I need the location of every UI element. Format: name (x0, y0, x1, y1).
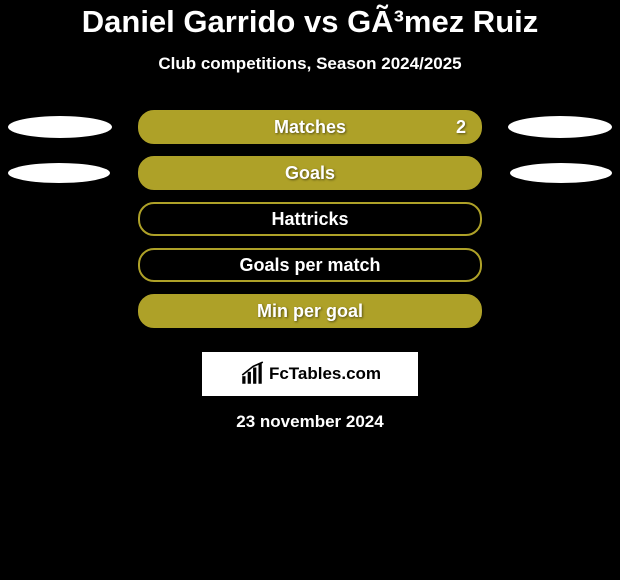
stat-label: Hattricks (271, 209, 348, 230)
stat-bar: Min per goal (138, 294, 482, 328)
right-ellipse (510, 163, 612, 183)
stat-label: Goals (285, 163, 335, 184)
date-text: 23 november 2024 (0, 412, 620, 432)
left-ellipse (8, 116, 112, 138)
stat-bar: Matches 2 (138, 110, 482, 144)
stat-value-right: 2 (456, 117, 466, 138)
stat-row-hattricks: Hattricks (0, 196, 620, 242)
stat-row-goals: Goals (0, 150, 620, 196)
right-ellipse (508, 116, 612, 138)
stat-label: Goals per match (239, 255, 380, 276)
logo-text: FcTables.com (269, 364, 381, 384)
stat-bar: Hattricks (138, 202, 482, 236)
stat-row-goals-per-match: Goals per match (0, 242, 620, 288)
left-ellipse (8, 163, 110, 183)
stat-rows: Matches 2 Goals Hattricks (0, 104, 620, 334)
fctables-logo-box: FcTables.com (202, 352, 418, 396)
stat-bar: Goals (138, 156, 482, 190)
stat-label: Min per goal (257, 301, 363, 322)
stat-row-matches: Matches 2 (0, 104, 620, 150)
fctables-logo: FcTables.com (239, 361, 381, 387)
page-title: Daniel Garrido vs GÃ³mez Ruiz (0, 0, 620, 40)
bar-chart-icon (239, 361, 265, 387)
subtitle: Club competitions, Season 2024/2025 (0, 40, 620, 104)
comparison-infographic: Daniel Garrido vs GÃ³mez Ruiz Club compe… (0, 0, 620, 580)
stat-label: Matches (274, 117, 346, 138)
stat-bar: Goals per match (138, 248, 482, 282)
stat-row-min-per-goal: Min per goal (0, 288, 620, 334)
